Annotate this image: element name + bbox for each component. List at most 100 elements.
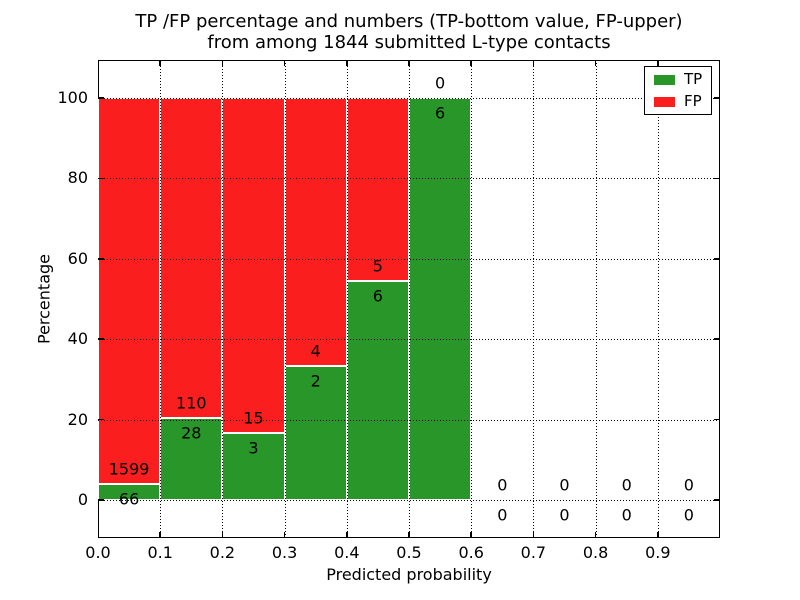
x-gridline <box>471 60 473 538</box>
x-tick-mark-bottom <box>159 532 161 538</box>
fp-bar-segment <box>222 98 285 433</box>
y-tick-mark-right <box>714 338 720 340</box>
x-gridline <box>657 60 659 538</box>
y-gridline <box>98 500 720 501</box>
x-tick-mark-top <box>283 60 286 66</box>
chart-title-line1: TP /FP percentage and numbers (TP-bottom… <box>135 11 683 32</box>
plot-area: 1599 66 110 28 15 3 4 2 5 6 0 6 0 0 0 0 0 0 0 0 <box>98 60 720 538</box>
x-gridline <box>533 60 535 538</box>
x-tick-mark-bottom <box>470 532 472 538</box>
x-tick-label: 0.6 <box>458 543 484 562</box>
x-axis-label: Predicted probability <box>326 565 492 584</box>
x-tick-label: 0.3 <box>271 543 298 562</box>
y-tick-label: 100 <box>57 88 88 107</box>
fp-count-label: 0 <box>497 475 508 495</box>
x-tick-label: 0.2 <box>209 543 236 562</box>
tp-count-label: 28 <box>181 423 202 443</box>
x-tick-mark-top <box>159 60 161 66</box>
x-tick-mark-bottom <box>221 532 224 538</box>
x-gridline <box>222 60 224 538</box>
y-tick-label: 40 <box>67 329 88 349</box>
y-gridline <box>98 419 720 421</box>
fp-count-label: 0 <box>559 475 570 495</box>
fp-bar-segment <box>346 98 409 281</box>
y-tick-mark-left <box>98 97 104 99</box>
y-tick-label: 0 <box>77 490 88 509</box>
chart-title: TP /FP percentage and numbers (TP-bottom… <box>98 11 720 53</box>
y-gridline <box>98 339 720 341</box>
y-gridline <box>98 98 720 99</box>
y-gridline <box>98 178 720 180</box>
x-tick-mark-bottom <box>657 532 659 538</box>
fp-count-label: 5 <box>372 256 383 276</box>
fp-count-label: 0 <box>621 475 632 495</box>
x-gridline <box>595 60 597 538</box>
tp-count-label: 6 <box>435 103 446 123</box>
y-tick-mark-left <box>98 499 104 501</box>
tp-bar-segment <box>98 484 161 500</box>
x-tick-mark-top <box>594 60 597 66</box>
x-gridline <box>346 60 348 538</box>
x-gridline <box>160 60 162 538</box>
x-tick-label: 0.1 <box>147 543 173 562</box>
x-tick-mark-top <box>221 60 224 66</box>
fp-bar-segment <box>284 98 347 366</box>
x-gridline <box>284 60 286 538</box>
fp-count-label: 0 <box>683 475 694 495</box>
legend-item: FP <box>654 94 702 109</box>
x-tick-label: 0.7 <box>520 543 547 562</box>
x-tick-mark-top <box>470 60 472 66</box>
y-gridline <box>98 258 720 260</box>
y-tick-mark-left <box>98 258 104 260</box>
x-tick-mark-top <box>657 60 659 66</box>
x-tick-mark-bottom <box>594 532 597 538</box>
legend-item: TP <box>654 72 702 87</box>
x-tick-mark-bottom <box>532 532 535 538</box>
y-tick-mark-right <box>714 499 720 501</box>
x-tick-mark-bottom <box>346 532 348 538</box>
y-tick-mark-left <box>98 177 104 180</box>
x-tick-label: 0.0 <box>85 543 111 562</box>
tp-bar-segment <box>346 280 409 500</box>
tp-count-label: 6 <box>372 286 383 306</box>
fp-bar-segment <box>98 98 161 485</box>
tp-count-label: 0 <box>621 505 632 525</box>
x-tick-label: 0.9 <box>645 543 671 562</box>
tp-count-label: 3 <box>248 438 259 458</box>
x-tick-mark-top <box>346 60 348 66</box>
legend: TP FP <box>644 66 713 115</box>
fp-bar-segment <box>160 98 223 419</box>
fp-count-label: 110 <box>176 393 207 413</box>
tp-bar-segment <box>409 98 472 500</box>
y-tick-label: 80 <box>67 168 88 188</box>
x-tick-mark-bottom <box>408 532 410 538</box>
x-tick-label: 0.4 <box>334 543 360 562</box>
y-tick-mark-right <box>714 258 720 260</box>
tp-count-label: 0 <box>559 505 570 525</box>
fp-count-label: 15 <box>243 408 264 428</box>
y-tick-mark-right <box>714 418 720 421</box>
x-tick-mark-top <box>408 60 410 66</box>
x-tick-label: 0.8 <box>582 543 609 562</box>
y-tick-mark-right <box>714 97 720 99</box>
fp-count-label: 0 <box>435 73 446 93</box>
x-tick-label: 0.5 <box>396 543 422 562</box>
y-tick-label: 20 <box>67 409 88 429</box>
tp-bar-segment <box>222 433 285 500</box>
fp-count-label: 4 <box>310 341 321 361</box>
tp-count-label: 2 <box>310 371 321 391</box>
legend-label: FP <box>684 92 702 110</box>
fp-count-label: 1599 <box>108 459 150 479</box>
tp-count-label: 66 <box>118 489 140 509</box>
legend-swatch-fp <box>654 96 675 107</box>
chart-title-line2: from among 1844 submitted L-type contact… <box>207 32 611 53</box>
legend-swatch-tp <box>654 74 675 85</box>
tp-count-label: 0 <box>497 505 508 525</box>
x-gridline <box>409 60 410 538</box>
y-tick-label: 60 <box>67 248 88 268</box>
tp-bar-segment <box>160 418 223 500</box>
y-tick-mark-right <box>714 177 720 180</box>
x-tick-mark-top <box>532 60 535 66</box>
tp-count-label: 0 <box>683 505 694 525</box>
